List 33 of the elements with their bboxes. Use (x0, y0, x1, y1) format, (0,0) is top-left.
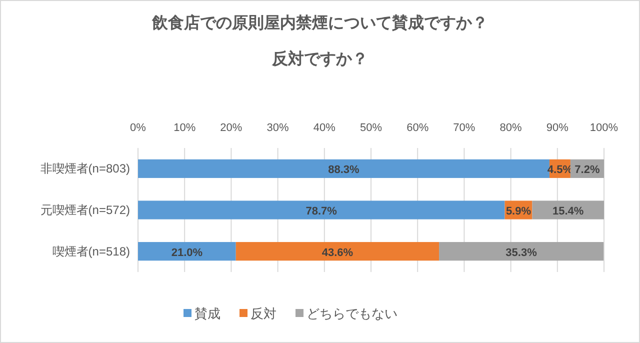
data-label: 5.9% (506, 206, 532, 218)
bar (532, 200, 604, 220)
bar (439, 242, 604, 261)
legend-label: 反対 (250, 306, 276, 321)
x-tick-label: 60% (406, 122, 429, 134)
bar (236, 242, 440, 261)
legend-label: どちらでもない (306, 306, 398, 321)
y-tick-label: 喫煙者(n=518) (52, 244, 130, 258)
legend-label: 賛成 (194, 306, 220, 321)
x-tick-label: 20% (220, 122, 242, 134)
data-label: 88.3% (328, 164, 360, 176)
x-tick-label: 70% (453, 122, 476, 134)
x-tick-label: 0% (130, 122, 146, 134)
x-tick-label: 100% (590, 122, 618, 134)
x-tick-label: 80% (500, 122, 522, 134)
x-tick-label: 40% (313, 122, 336, 134)
x-tick-label: 50% (360, 122, 382, 134)
data-label: 35.3% (506, 246, 538, 259)
x-tick-label: 30% (266, 122, 290, 134)
chart-title: 飲食店での原則屋内禁煙について賛成ですか？ (151, 13, 488, 32)
y-tick-label: 元喫煙者(n=572) (40, 203, 130, 217)
x-tick-label: 10% (174, 122, 196, 134)
data-label: 7.2% (574, 164, 600, 176)
bar (138, 242, 236, 261)
y-tick-label: 非喫煙者(n=803) (40, 162, 130, 176)
x-tick-label: 90% (546, 122, 569, 134)
data-label: 15.4% (552, 206, 584, 218)
data-label: 43.6% (322, 246, 354, 259)
bar (138, 159, 550, 178)
data-label: 21.0% (171, 246, 203, 259)
bar (138, 200, 505, 220)
data-label: 78.7% (306, 206, 338, 218)
chart-subtitle: 反対ですか？ (271, 49, 368, 68)
